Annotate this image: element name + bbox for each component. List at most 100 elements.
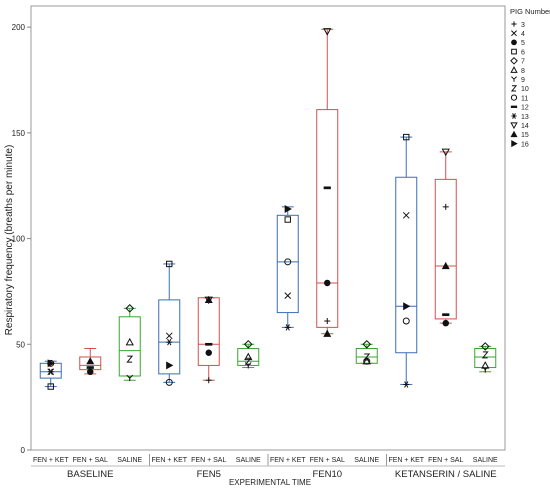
legend-marker [511, 140, 518, 148]
legend-item-11: 11 [510, 94, 528, 102]
iqr-box [118, 316, 141, 377]
group-label: BASELINE [67, 469, 113, 480]
data-point-pig-10 [244, 357, 252, 365]
data-point-pig-15 [204, 295, 213, 303]
legend-marker [510, 105, 518, 108]
data-point-pig-16 [166, 361, 174, 370]
legend-item-8: 8 [510, 66, 525, 75]
x-tick-label: FEN + SAL [191, 457, 226, 464]
legend-item-6: 6 [511, 48, 525, 56]
data-point-pig-9 [481, 366, 489, 373]
plot-frame [30, 5, 506, 451]
data-point-pig-11 [402, 317, 410, 325]
box-baseline-fen-sal [79, 348, 102, 376]
legend-marker [511, 39, 517, 46]
data-point-pig-14 [441, 148, 450, 157]
legend-label: 5 [521, 40, 525, 47]
x-tick-label: SALINE [236, 457, 261, 464]
legend-label: 4 [521, 31, 525, 38]
data-point-pig-7 [362, 339, 372, 349]
legend-item-5: 5 [511, 39, 525, 47]
group-label: KETANSERIN / SALINE [395, 469, 497, 480]
legend-marker [511, 113, 517, 119]
legend-marker [511, 30, 517, 37]
iqr-box [158, 299, 181, 375]
data-point-pig-16 [403, 302, 411, 311]
data-point-pig-15 [323, 329, 332, 337]
data-point-pig-11 [284, 258, 292, 266]
axis-layer: Respiratory frequency (breaths per minut… [4, 23, 505, 487]
legend-marker [510, 85, 518, 92]
legend-marker [510, 94, 518, 101]
data-point-pig-5 [87, 368, 94, 376]
y-axis-label: Respiratory frequency (breaths per minut… [4, 145, 15, 336]
data-point-pig-16 [284, 204, 292, 213]
data-point-pig-5 [442, 319, 449, 327]
legend-label: 15 [521, 132, 529, 139]
legend-label: 8 [521, 68, 525, 75]
legend-title: PIG Number [510, 7, 550, 16]
box-baseline-saline [118, 304, 141, 382]
data-point-pig-8 [481, 361, 490, 369]
data-point-pig-12 [86, 366, 94, 369]
data-point-pig-7 [243, 339, 253, 349]
y-tick-label: 50 [16, 340, 25, 349]
box-baseline-fen-ket [39, 359, 62, 390]
iqr-box [474, 348, 497, 369]
x-tick-label: FEN + KET [33, 457, 69, 464]
data-point-pig-11 [165, 378, 173, 386]
box-fen10-fen-sal [316, 28, 339, 337]
group-label: FEN10 [312, 469, 342, 480]
iqr-box [316, 109, 339, 328]
box-fen5-fen-ket [158, 260, 181, 386]
data-point-pig-5 [323, 279, 331, 287]
legend-item-10: 10 [510, 85, 529, 93]
box-fen5-fen-sal [197, 295, 220, 384]
data-point-pig-12 [205, 342, 213, 346]
legend-item-13: 13 [511, 113, 529, 121]
legend-item-3: 3 [511, 21, 525, 29]
x-tick-label: SALINE [354, 457, 379, 464]
data-point-pig-3 [205, 377, 212, 384]
legend-item-16: 16 [511, 140, 529, 148]
legend-item-12: 12 [510, 105, 529, 112]
legend-label: 11 [521, 95, 528, 102]
legend-marker [510, 122, 518, 130]
legend-label: 10 [521, 86, 529, 93]
box-ketanserin-saline-fen-sal [434, 148, 457, 327]
data-point-pig-10 [481, 351, 489, 359]
x-tick-label: FEN + SAL [310, 457, 345, 464]
data-point-pig-10 [126, 355, 134, 363]
legend-label: 12 [521, 105, 529, 112]
data-point-pig-12 [442, 313, 450, 317]
legend-marker [510, 56, 518, 65]
data-point-pig-9 [126, 374, 134, 382]
data-point-pig-6 [47, 383, 54, 390]
iqr-box [434, 178, 457, 320]
box-ketanserin-saline-fen-ket [395, 133, 418, 388]
data-point-pig-15 [86, 357, 95, 365]
data-point-pig-4 [165, 332, 173, 340]
data-point-pig-14 [323, 28, 332, 36]
x-tick-label: FEN + KET [388, 457, 424, 464]
data-point-pig-3 [324, 318, 331, 325]
legend-item-7: 7 [510, 56, 525, 66]
box-layer [39, 28, 497, 390]
grid-layer [30, 5, 506, 451]
x-tick-label: SALINE [117, 457, 142, 464]
iqr-box [395, 176, 418, 354]
data-point-pig-13 [47, 368, 54, 376]
group-label: FEN5 [197, 469, 221, 480]
data-point-pig-15 [441, 261, 450, 270]
data-point-pig-7 [480, 342, 490, 351]
iqr-box [237, 348, 260, 366]
legend: PIG Number 3 4 5 6 7 8 9 10 11 12 13 14 15 16 [510, 7, 550, 148]
legend-item-14: 14 [510, 122, 529, 130]
legend-label: 3 [521, 22, 525, 29]
y-tick-label: 0 [21, 446, 26, 455]
box-fen10-saline [355, 339, 378, 365]
data-point-pig-4 [402, 211, 410, 219]
data-point-pig-9 [244, 362, 252, 369]
legend-label: 14 [521, 123, 529, 130]
